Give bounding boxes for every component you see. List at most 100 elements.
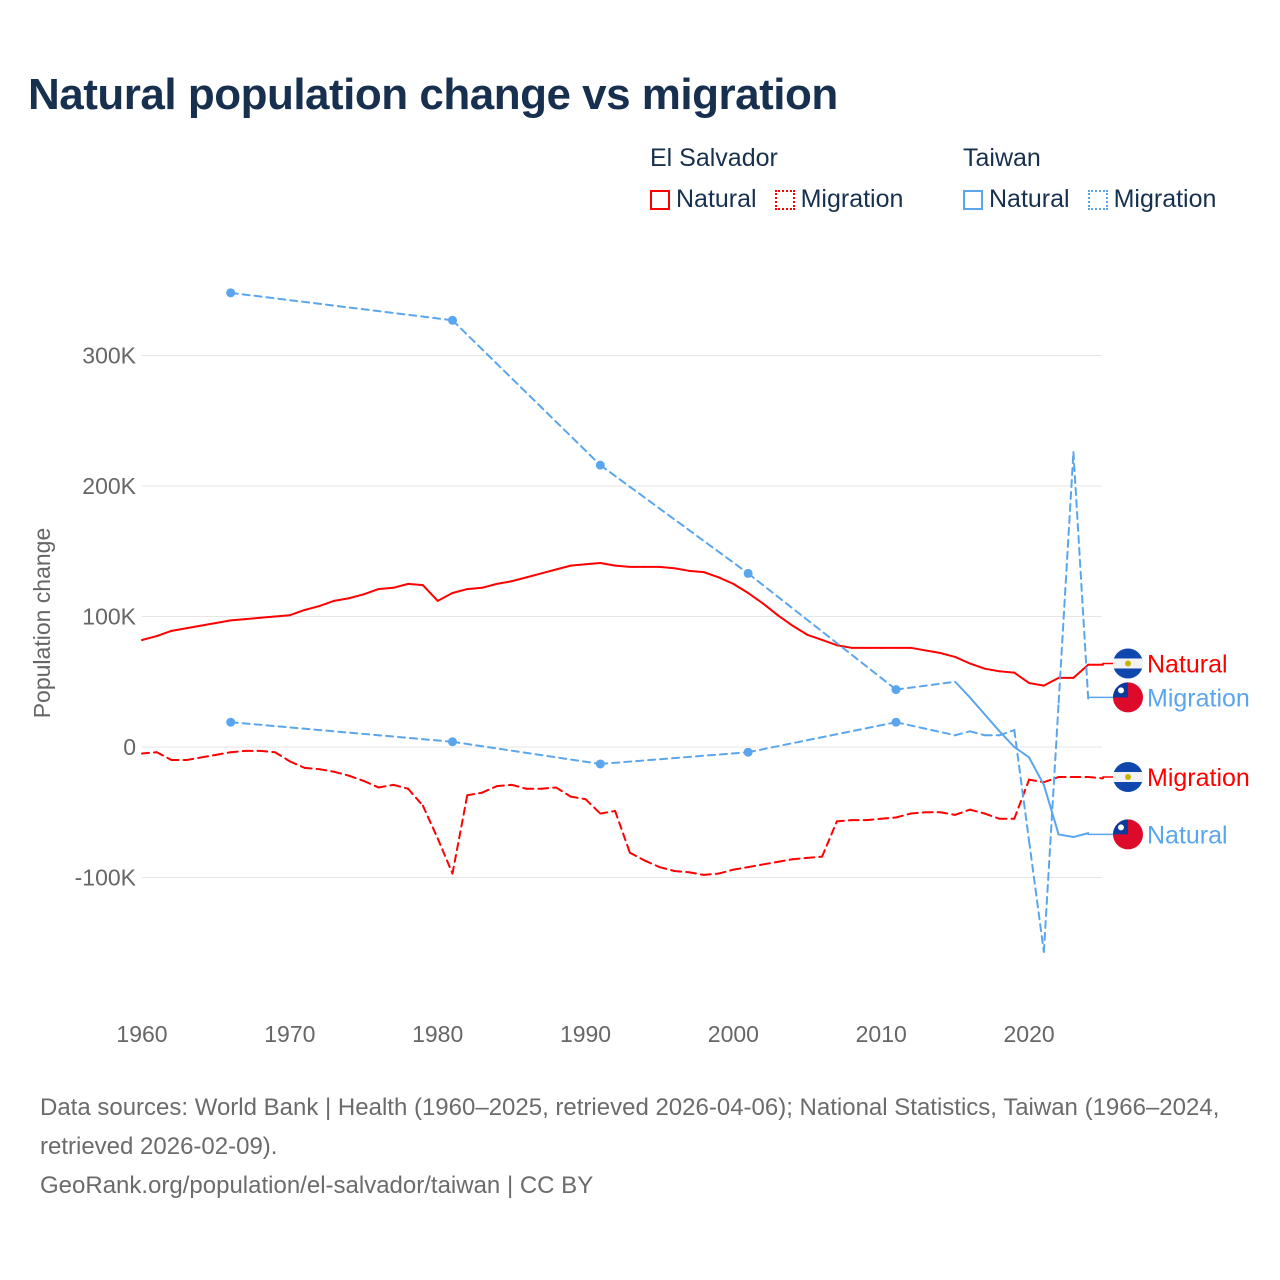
data-point xyxy=(891,717,901,727)
x-tick-label: 2020 xyxy=(1003,1021,1054,1047)
series-segment-taiwan-migration xyxy=(1042,701,1060,953)
series-segment-el-salvador-migration xyxy=(421,804,439,840)
series-segment-taiwan-migration xyxy=(998,729,1016,737)
series-segment-el-salvador-natural xyxy=(968,662,986,670)
series-segment-el-salvador-natural xyxy=(688,569,705,574)
x-tick-label: 2010 xyxy=(856,1021,907,1047)
series-segment-el-salvador-natural xyxy=(717,576,735,585)
data-point xyxy=(595,460,605,470)
end-label-el-salvador-migration: Migration xyxy=(1147,764,1250,792)
series-segment-el-salvador-natural xyxy=(554,564,572,571)
data-point xyxy=(743,747,753,757)
series-segment-el-salvador-natural xyxy=(333,597,350,602)
data-point xyxy=(226,717,236,727)
series-segment-taiwan-migration xyxy=(451,740,602,765)
series-segment-el-salvador-natural xyxy=(835,644,853,649)
legend-item-el-salvador-natural[interactable]: Natural xyxy=(650,185,757,214)
series-segment-el-salvador-natural xyxy=(1042,676,1060,687)
series-segment-el-salvador-natural xyxy=(362,588,380,596)
label-connector xyxy=(1087,833,1113,836)
series-segment-el-salvador-migration xyxy=(968,808,986,815)
series-segment-taiwan-natural xyxy=(1042,783,1060,836)
series-segment-el-salvador-natural xyxy=(791,624,809,636)
series-segment-el-salvador-natural xyxy=(481,582,498,589)
series-segment-taiwan-migration xyxy=(1072,451,1090,700)
series-segment-taiwan-natural xyxy=(983,713,1001,733)
series-segment-el-salvador-migration xyxy=(835,819,853,823)
series-segment-el-salvador-migration xyxy=(1013,778,1031,820)
series-segment-el-salvador-natural xyxy=(909,646,927,652)
series-segment-taiwan-natural xyxy=(747,572,898,691)
series-segment-el-salvador-natural xyxy=(495,580,513,585)
legend-item-taiwan-migration[interactable]: Migration xyxy=(1087,185,1216,214)
series-segment-el-salvador-natural xyxy=(466,586,484,591)
series-segment-el-salvador-migration xyxy=(229,749,247,754)
series-segment-el-salvador-migration xyxy=(865,817,883,822)
legend-item-el-salvador-migration[interactable]: Migration xyxy=(774,185,904,214)
series-segment-taiwan-natural xyxy=(1072,832,1090,839)
attribution[interactable]: GeoRank.org/population/el-salvador/taiwa… xyxy=(40,1172,594,1199)
legend-label: Natural xyxy=(676,185,757,213)
series-segment-el-salvador-migration xyxy=(200,753,217,759)
series-segment-el-salvador-migration xyxy=(155,751,173,762)
series-segment-el-salvador-natural xyxy=(377,586,395,591)
end-label-taiwan-natural: Natural xyxy=(1147,821,1228,849)
series-segment-el-salvador-migration xyxy=(495,783,513,788)
series-segment-el-salvador-natural xyxy=(673,567,691,572)
el-salvador-flag-icon xyxy=(1125,660,1131,667)
data-point xyxy=(595,759,605,769)
data-sources: Data sources: World Bank | Health (1960–… xyxy=(40,1094,1220,1160)
series-segment-el-salvador-migration xyxy=(554,786,572,798)
series-segment-el-salvador-natural xyxy=(141,635,158,641)
end-label-taiwan-migration: Migration xyxy=(1147,684,1250,712)
series-segment-el-salvador-migration xyxy=(318,768,336,773)
series-segment-taiwan-migration xyxy=(968,730,986,737)
series-segment-taiwan-migration xyxy=(747,721,898,754)
series-segment-el-salvador-migration xyxy=(717,868,735,875)
series-segment-el-salvador-migration xyxy=(791,856,809,861)
series-segment-taiwan-migration xyxy=(1057,451,1075,704)
series-segment-el-salvador-natural xyxy=(200,622,217,627)
series-segment-el-salvador-migration xyxy=(288,760,306,769)
series-segment-el-salvador-migration xyxy=(569,795,587,801)
series-segment-el-salvador-migration xyxy=(141,751,158,755)
solid-swatch-icon xyxy=(650,189,670,210)
series-segment-el-salvador-natural xyxy=(274,614,291,618)
legend-el-salvador: El Salvador Natural Migration xyxy=(650,144,921,214)
series-segment-el-salvador-migration xyxy=(895,812,912,819)
series-segment-el-salvador-migration xyxy=(259,749,277,754)
series-segment-el-salvador-natural xyxy=(939,652,957,658)
y-tick-label: 300K xyxy=(82,343,136,369)
series-segment-el-salvador-migration xyxy=(1087,776,1104,780)
x-tick-label: 1980 xyxy=(412,1021,463,1047)
series-segment-taiwan-migration xyxy=(599,751,750,765)
series-segment-el-salvador-natural xyxy=(259,615,277,619)
series-segment-el-salvador-natural xyxy=(510,576,528,583)
series-segment-el-salvador-migration xyxy=(821,820,838,858)
series-segment-el-salvador-migration xyxy=(510,783,528,790)
legend-label: Migration xyxy=(800,185,904,213)
series-segment-el-salvador-migration xyxy=(658,866,676,872)
series-segment-taiwan-natural xyxy=(954,680,971,699)
series-segment-el-salvador-migration xyxy=(761,860,779,866)
series-segment-el-salvador-natural xyxy=(1013,671,1031,685)
series-segment-el-salvador-migration xyxy=(540,786,557,790)
legend-label: Natural xyxy=(989,185,1070,213)
series-segment-el-salvador-natural xyxy=(702,571,720,579)
series-segment-el-salvador-migration xyxy=(392,783,410,790)
data-point xyxy=(447,737,457,747)
series-segment-el-salvador-natural xyxy=(244,616,262,621)
series-segment-taiwan-migration xyxy=(895,721,957,737)
legend-item-taiwan-natural[interactable]: Natural xyxy=(963,185,1070,214)
series-segment-el-salvador-migration xyxy=(466,791,484,797)
series-segment-el-salvador-migration xyxy=(481,785,498,794)
series-segment-el-salvador-natural xyxy=(170,627,188,632)
series-segment-el-salvador-natural xyxy=(569,563,587,567)
series-segment-el-salvador-migration xyxy=(939,811,957,816)
label-connector xyxy=(1102,662,1113,665)
series-segment-el-salvador-natural xyxy=(732,582,750,595)
series-segment-el-salvador-migration xyxy=(806,855,824,859)
y-tick-label: 0 xyxy=(123,734,136,760)
series-segment-el-salvador-natural xyxy=(614,564,631,568)
